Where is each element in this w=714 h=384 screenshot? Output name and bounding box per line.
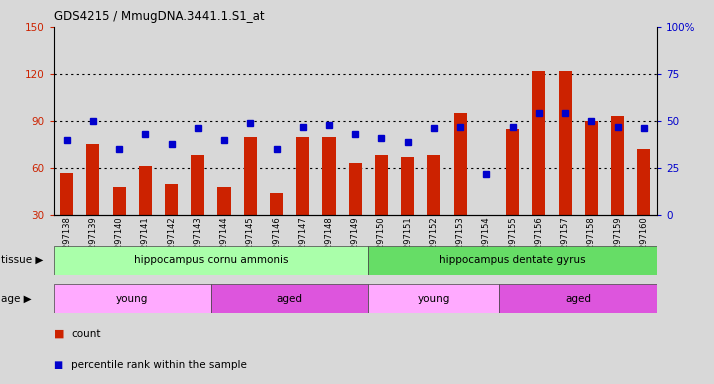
Bar [401,157,414,215]
Bar [500,284,657,313]
Text: aged: aged [565,293,591,304]
Bar [165,184,178,215]
Bar [637,149,650,215]
Bar [54,284,211,313]
Bar [532,71,545,215]
Text: age ▶: age ▶ [1,293,32,304]
Bar [323,137,336,215]
Text: percentile rank within the sample: percentile rank within the sample [71,360,247,370]
Text: ■: ■ [54,329,64,339]
Bar [270,193,283,215]
Text: GDS4215 / MmugDNA.3441.1.S1_at: GDS4215 / MmugDNA.3441.1.S1_at [54,10,264,23]
Bar [86,144,99,215]
Text: young: young [418,293,450,304]
Bar [60,173,74,215]
Bar [211,284,368,313]
Text: aged: aged [276,293,303,304]
Bar [191,156,204,215]
Bar [54,246,368,275]
Text: tissue ▶: tissue ▶ [1,255,44,265]
Bar [375,156,388,215]
Bar [113,187,126,215]
Text: count: count [71,329,101,339]
Bar [368,284,500,313]
Bar [368,246,657,275]
Text: hippocampus dentate gyrus: hippocampus dentate gyrus [439,255,586,265]
Text: hippocampus cornu ammonis: hippocampus cornu ammonis [134,255,288,265]
Bar [453,113,467,215]
Bar [218,187,231,215]
Bar [506,129,519,215]
Bar [296,137,309,215]
Bar [428,156,441,215]
Bar [558,71,572,215]
Bar [139,166,152,215]
Bar [348,163,362,215]
Bar [611,116,624,215]
Text: ■: ■ [54,360,63,370]
Bar [243,137,257,215]
Text: young: young [116,293,149,304]
Bar [585,121,598,215]
